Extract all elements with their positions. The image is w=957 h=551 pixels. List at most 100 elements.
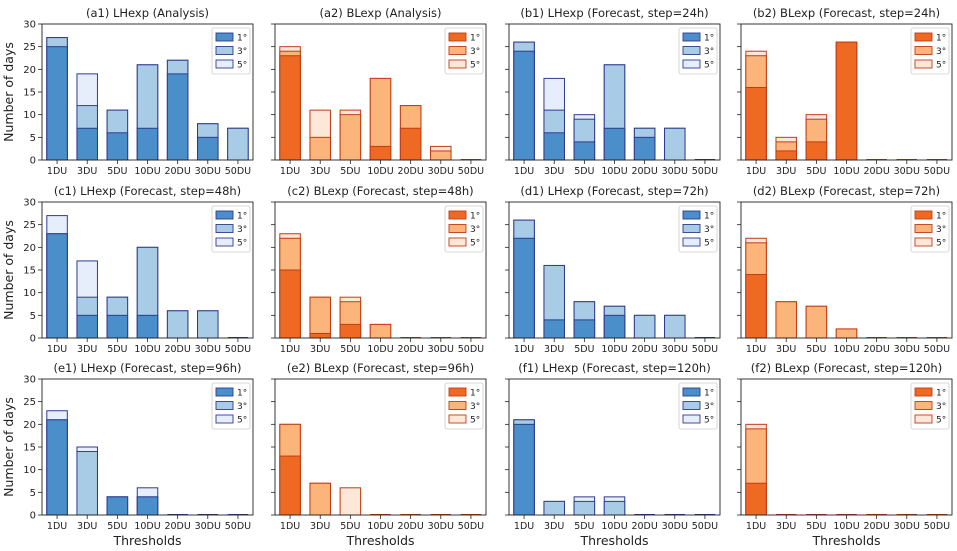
y-tick-label: 15 — [23, 443, 36, 454]
bar — [633, 136, 656, 161]
legend-label: 3° — [704, 225, 714, 235]
panel-title: (f1) LHexp (Forecast, step=120h) — [518, 361, 710, 375]
bar — [775, 301, 797, 339]
x-tick-label: 1DU — [746, 344, 766, 355]
bar — [603, 500, 626, 516]
x-tick-label: 5DU — [107, 166, 127, 177]
legend-label: 3° — [237, 225, 247, 235]
legend-label: 1° — [704, 389, 714, 399]
legend-swatch — [448, 237, 467, 247]
x-tick-label: 5DU — [340, 521, 360, 532]
x-tick-label: 3DU — [544, 344, 564, 355]
legend-swatch — [914, 59, 933, 69]
legend-swatch — [682, 32, 701, 42]
chart-panel: (b2) BLexp (Forecast, step=24h) 1DU 3DU 5DU… — [737, 6, 953, 177]
panel-title: (e2) BLexp (Forecast, step=96h) — [287, 361, 474, 375]
bar — [573, 319, 596, 339]
bar — [46, 46, 68, 161]
legend-swatch — [215, 237, 234, 247]
x-tick-label: 30DU — [195, 344, 221, 355]
bar — [664, 127, 686, 161]
x-tick-label: 30DU — [662, 521, 688, 532]
x-tick-label: 5DU — [806, 166, 826, 177]
x-tick-label: 5DU — [107, 344, 127, 355]
legend-label: 1° — [470, 212, 480, 222]
x-tick-label: 50DU — [458, 344, 484, 355]
legend-swatch — [682, 414, 701, 424]
legend-label: 3° — [936, 402, 946, 412]
bar — [76, 314, 98, 339]
x-axis-label: Thresholds — [345, 533, 414, 548]
bar — [106, 314, 129, 339]
chart-panel: (f1) LHexp (Forecast, step=120h) 1DU 3DU 5D… — [505, 361, 721, 532]
bar — [227, 127, 249, 161]
x-tick-label: 3DU — [544, 166, 564, 177]
x-tick-label: 5DU — [340, 344, 360, 355]
x-tick-label: 10DU — [134, 521, 160, 532]
panel-title: (a2) BLexp (Analysis) — [319, 6, 441, 20]
x-tick-label: 50DU — [924, 521, 950, 532]
y-tick-label: 10 — [23, 288, 36, 299]
legend-label: 3° — [470, 402, 480, 412]
x-tick-label: 10DU — [134, 166, 160, 177]
x-tick-label: 1DU — [746, 521, 766, 532]
y-tick-label: 20 — [23, 243, 36, 254]
x-tick-label: 20DU — [631, 166, 657, 177]
legend-swatch — [448, 46, 467, 55]
bar — [309, 136, 331, 161]
legend-label: 1° — [936, 34, 946, 44]
bar — [76, 127, 98, 161]
x-tick-label: 10DU — [601, 344, 627, 355]
legend-label: 5° — [936, 416, 946, 426]
x-tick-label: 30DU — [428, 521, 454, 532]
legend-swatch — [448, 32, 467, 42]
x-tick-label: 30DU — [662, 344, 688, 355]
legend-label: 1° — [470, 34, 480, 44]
bar — [339, 487, 362, 516]
bar — [369, 145, 392, 161]
bar — [197, 136, 219, 161]
bar — [279, 269, 301, 339]
x-tick-label: 1DU — [47, 344, 67, 355]
y-tick-label: 15 — [23, 266, 36, 277]
x-tick-label: 1DU — [280, 521, 300, 532]
y-tick-label: 30 — [23, 20, 36, 31]
legend-swatch — [682, 59, 701, 69]
x-tick-label: 3DU — [776, 521, 796, 532]
y-tick-label: 30 — [23, 375, 36, 386]
x-tick-label: 10DU — [601, 521, 627, 532]
y-tick-label: 0 — [30, 156, 36, 167]
x-tick-label: 10DU — [367, 166, 393, 177]
x-axis-label: Thresholds — [579, 533, 648, 548]
legend-label: 1° — [704, 34, 714, 44]
x-tick-label: 10DU — [833, 344, 859, 355]
bar — [46, 233, 68, 339]
x-tick-label: 5DU — [806, 344, 826, 355]
legend-label: 5° — [936, 239, 946, 249]
bar — [399, 127, 422, 161]
x-tick-label: 1DU — [746, 166, 766, 177]
legend-label: 5° — [936, 61, 946, 71]
y-tick-label: 5 — [30, 311, 36, 322]
bar — [543, 500, 565, 516]
x-tick-label: 50DU — [458, 166, 484, 177]
x-tick-label: 20DU — [863, 521, 889, 532]
x-tick-label: 5DU — [340, 166, 360, 177]
legend-swatch — [914, 387, 933, 397]
bar — [46, 419, 68, 516]
bar — [603, 127, 626, 161]
bar — [369, 323, 392, 339]
legend-label: 1° — [470, 389, 480, 399]
bar — [543, 132, 565, 161]
x-tick-label: 50DU — [692, 521, 718, 532]
x-tick-label: 50DU — [924, 166, 950, 177]
chart-panel: (e1) LHexp (Forecast, step=96h) 0 5 10 15 20 2… — [23, 361, 254, 532]
chart-panel: (a2) BLexp (Analysis) 1DU 3DU 5DU 10DU 20DU 30… — [271, 6, 487, 177]
x-tick-label: 50DU — [225, 166, 251, 177]
panel-title: (f2) BLexp (Forecast, step=120h) — [751, 361, 942, 375]
legend-label: 5° — [470, 61, 480, 71]
x-tick-label: 3DU — [776, 166, 796, 177]
bar — [136, 127, 159, 161]
legend-swatch — [448, 401, 467, 410]
